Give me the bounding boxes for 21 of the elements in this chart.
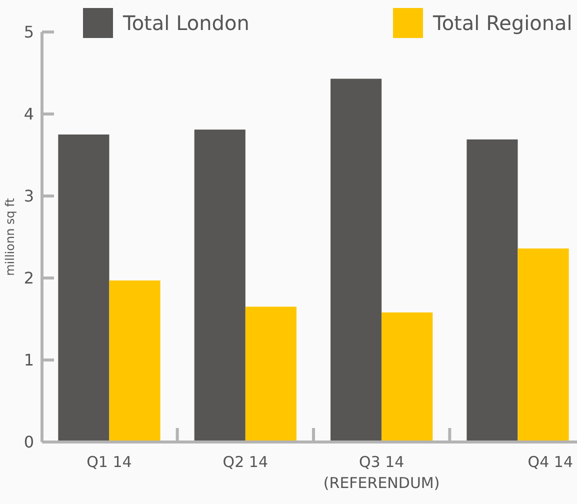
y-tick-label: 5 [24,22,34,42]
bar [518,248,569,442]
legend-label: Total Regional [432,11,572,35]
bar [58,134,110,442]
x-tick-label: Q3 14 (REFERENDUM) [323,453,440,492]
y-tick-label: 1 [24,350,34,370]
y-axis-title: millionn sq ft [3,198,17,276]
y-tick-label: 4 [24,104,34,124]
bar [194,130,246,442]
bar [109,280,160,442]
legend-label: Total London [122,11,250,35]
x-tick-label: Q4 14 [528,453,573,471]
bar [382,312,433,442]
y-tick-label: 2 [24,268,34,288]
bar [245,306,296,442]
bar [330,78,382,442]
x-tick-label: Q2 14 [222,453,268,471]
x-tick-label: Q1 14 [86,453,132,471]
bar [466,139,518,442]
y-tick-label: 0 [24,432,34,452]
y-tick-label: 3 [24,186,34,206]
